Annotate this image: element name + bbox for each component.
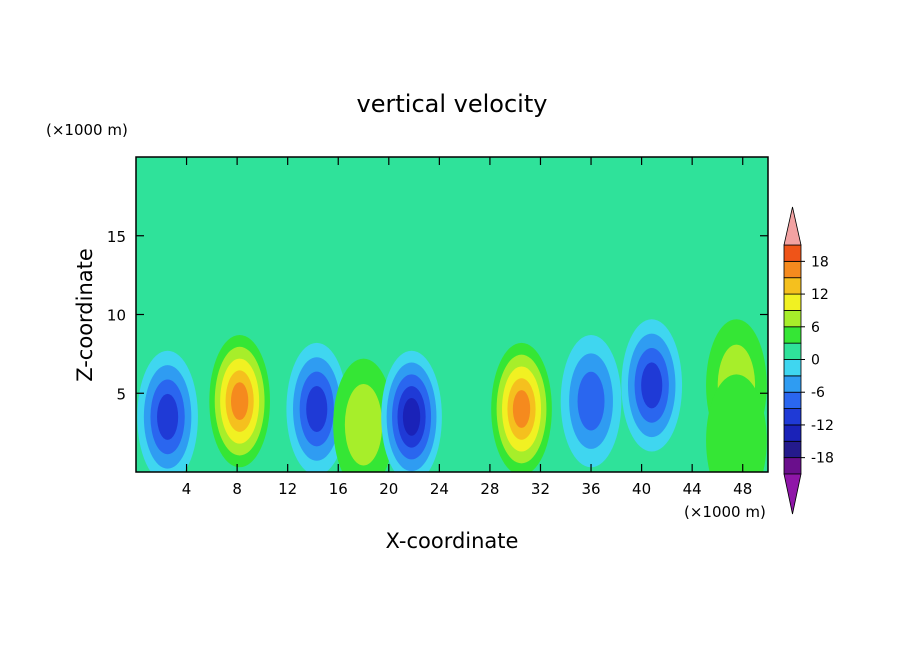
x-tick-label: 4: [182, 480, 192, 498]
y-tick-label: 10: [107, 307, 126, 325]
x-tick-label: 40: [632, 480, 651, 498]
velocity-cell: [491, 342, 552, 472]
colorbar-over-arrow: [783, 206, 802, 246]
velocity-cell: [209, 334, 270, 468]
colorbar-swatch: [783, 244, 802, 262]
contour-band: [512, 390, 531, 428]
contour-band: [402, 397, 421, 436]
colorbar-swatch: [783, 326, 802, 344]
contour-band: [706, 374, 767, 472]
colorbar-swatch: [783, 457, 802, 475]
x-tick-label: 16: [329, 480, 348, 498]
colorbar-swatch: [783, 391, 802, 409]
x-tick-label: 28: [480, 480, 499, 498]
colorbar-swatch: [783, 342, 802, 360]
velocity-cell: [333, 358, 394, 472]
colorbar-under-arrow: [783, 473, 802, 515]
y-axis: 5 10 15: [107, 228, 768, 403]
x-tick-label: 32: [531, 480, 550, 498]
x-tick-label: 44: [683, 480, 702, 498]
y-axis-label: Z-coordinate: [73, 248, 97, 382]
velocity-cell: [137, 350, 198, 472]
colorbar: 18 12 6 0 -6 -12 -18: [783, 206, 834, 515]
contour-band: [577, 371, 605, 431]
x-tick-label: 8: [232, 480, 242, 498]
colorbar-swatch: [783, 293, 802, 311]
colorbar-swatch: [783, 310, 802, 328]
x-tick-label: 48: [733, 480, 752, 498]
y-tick-label: 15: [107, 228, 126, 246]
x-tick-label: 12: [278, 480, 297, 498]
velocity-field: [137, 319, 767, 472]
x-tick-label: 24: [430, 480, 449, 498]
velocity-cell: [381, 350, 442, 472]
contour-band: [157, 393, 179, 440]
chart-title: vertical velocity: [357, 90, 548, 118]
colorbar-tick-label: -18: [811, 451, 834, 467]
velocity-cell: [706, 374, 767, 472]
contour-band: [641, 362, 663, 409]
colorbar-tick-label: 12: [811, 287, 829, 303]
colorbar-tick-label: 0: [811, 353, 820, 369]
y-tick-label: 5: [116, 385, 126, 403]
contour-band: [230, 382, 249, 421]
colorbar-tick-label: -12: [811, 418, 834, 434]
x-tick-label: 20: [379, 480, 398, 498]
colorbar-swatch: [783, 260, 802, 279]
colorbar-swatch: [783, 359, 802, 377]
contour-band: [306, 385, 328, 433]
velocity-cell: [560, 334, 622, 468]
x-axis: 4 8 12 16 20 24 28 32 36 40 44 48: [182, 157, 752, 498]
colorbar-swatch: [783, 375, 802, 393]
colorbar-tick-label: -6: [811, 385, 825, 401]
colorbar-tick-label: 18: [811, 254, 829, 270]
plot-area: [135, 156, 769, 473]
colorbar-swatch: [783, 440, 802, 459]
x-tick-label: 36: [581, 480, 600, 498]
velocity-cell: [621, 319, 683, 452]
y-unit-label: (×1000 m): [46, 121, 128, 139]
colorbar-tick-label: 6: [811, 320, 820, 336]
velocity-cell: [286, 342, 348, 472]
contour-band: [344, 384, 383, 466]
x-unit-label: (×1000 m): [684, 503, 766, 521]
colorbar-swatch: [783, 408, 802, 426]
x-axis-label: X-coordinate: [386, 529, 519, 553]
colorbar-swatch: [783, 424, 802, 442]
colorbar-swatch: [783, 277, 802, 295]
